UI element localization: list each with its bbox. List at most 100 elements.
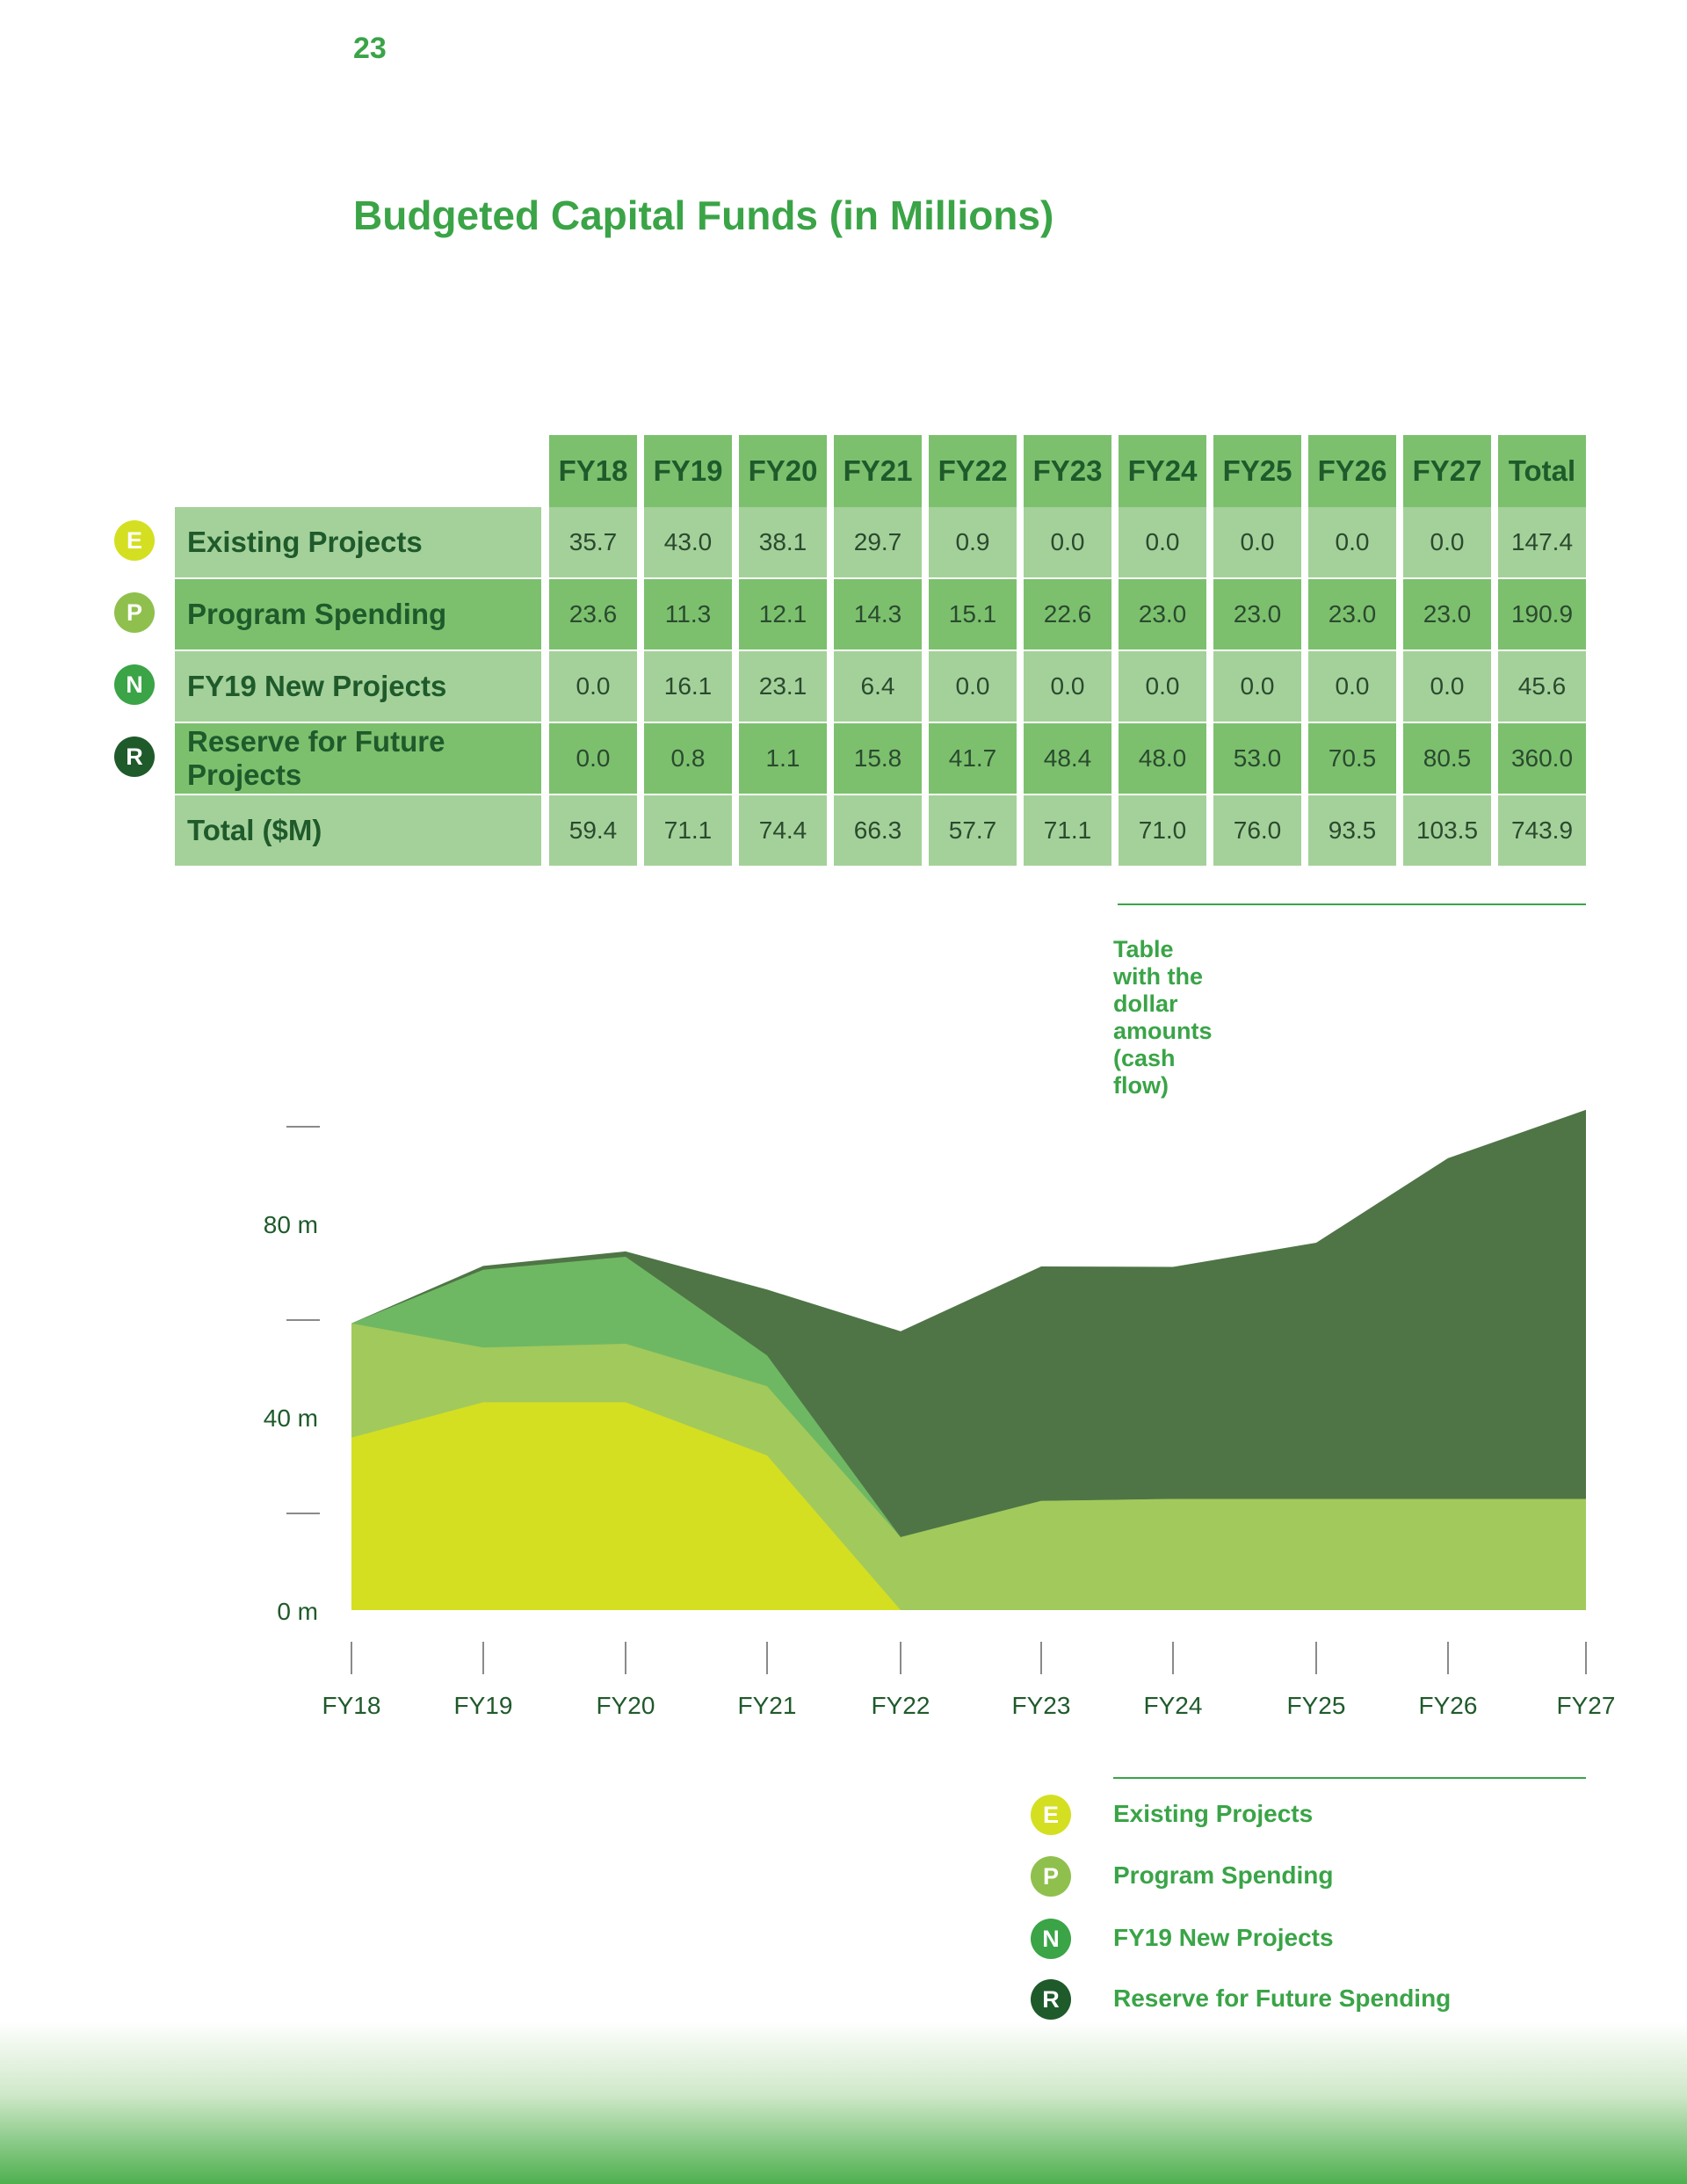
table-cell: 0.0 (1024, 651, 1111, 722)
table-cell: 16.1 (644, 651, 732, 722)
x-axis-tick-label: FY22 (872, 1692, 930, 1719)
table-cell: 35.7 (549, 507, 637, 577)
table-header-fy26: FY26 (1308, 435, 1396, 507)
table-cell: 6.4 (834, 651, 922, 722)
table-cell: 0.0 (549, 651, 637, 722)
table-row-label: Reserve for Future Projects (175, 723, 541, 794)
badge-p-icon: P (114, 592, 155, 633)
table-cell: 0.0 (1308, 651, 1396, 722)
table-cell: 0.0 (1403, 651, 1491, 722)
table-row-label: Program Spending (175, 579, 541, 649)
table-header-fy24: FY24 (1119, 435, 1206, 507)
table-row-label: FY19 New Projects (175, 651, 541, 722)
table-header-fy20: FY20 (739, 435, 827, 507)
table-header-fy21: FY21 (834, 435, 922, 507)
table-cell: 12.1 (739, 579, 827, 649)
table-cell: 71.1 (644, 795, 732, 866)
table-cell: 23.0 (1308, 579, 1396, 649)
table-cell: 11.3 (644, 579, 732, 649)
table-cell: 0.0 (1119, 651, 1206, 722)
table-cell: 147.4 (1498, 507, 1586, 577)
table-header-fy27: FY27 (1403, 435, 1491, 507)
x-axis-tick-label: FY19 (454, 1692, 513, 1719)
table-cell: 41.7 (929, 723, 1017, 794)
table-cell: 0.9 (929, 507, 1017, 577)
x-axis-tick-label: FY26 (1419, 1692, 1478, 1719)
table-cell: 0.0 (929, 651, 1017, 722)
table-cell: 743.9 (1498, 795, 1586, 866)
table-cell: 74.4 (739, 795, 827, 866)
table-cell: 43.0 (644, 507, 732, 577)
table-cell: 360.0 (1498, 723, 1586, 794)
table-cell: 48.4 (1024, 723, 1111, 794)
legend-label: FY19 New Projects (1113, 1924, 1334, 1951)
table-cell: 23.0 (1213, 579, 1301, 649)
table-header-total: Total (1498, 435, 1586, 507)
table-cell: 23.0 (1403, 579, 1491, 649)
table-cell: 23.1 (739, 651, 827, 722)
table-header-fy19: FY19 (644, 435, 732, 507)
table-header-fy23: FY23 (1024, 435, 1111, 507)
table-cell: 45.6 (1498, 651, 1586, 722)
table-row-label: Existing Projects (175, 507, 541, 577)
table-cell: 14.3 (834, 579, 922, 649)
table-cell: 53.0 (1213, 723, 1301, 794)
legend-badge-n-icon: N (1031, 1919, 1071, 1959)
table-cell: 0.0 (1308, 507, 1396, 577)
x-axis-tick-label: FY25 (1287, 1692, 1346, 1719)
x-axis-tick-label: FY24 (1144, 1692, 1203, 1719)
legend-label: Program Spending (1113, 1861, 1334, 1889)
table-cell: 71.1 (1024, 795, 1111, 866)
legend-badge-p-icon: P (1031, 1856, 1071, 1897)
x-axis-tick-label: FY27 (1557, 1692, 1616, 1719)
badge-r-icon: R (114, 736, 155, 777)
table-cell: 0.8 (644, 723, 732, 794)
legend-badge-e-icon: E (1031, 1795, 1071, 1835)
table-cell: 76.0 (1213, 795, 1301, 866)
page-title: Budgeted Capital Funds (in Millions) (353, 192, 1054, 238)
table-cell: 57.7 (929, 795, 1017, 866)
table-cell: 103.5 (1403, 795, 1491, 866)
badge-e-icon: E (114, 520, 155, 561)
table-header-fy22: FY22 (929, 435, 1017, 507)
table-cell: 70.5 (1308, 723, 1396, 794)
table-cell: 66.3 (834, 795, 922, 866)
y-axis-tick-label: 0 m (277, 1598, 318, 1625)
legend-label: Reserve for Future Spending (1113, 1984, 1452, 2012)
table-cell: 190.9 (1498, 579, 1586, 649)
legend-badge-r-icon: R (1031, 1979, 1071, 2020)
table-cell: 93.5 (1308, 795, 1396, 866)
x-axis-tick-label: FY20 (597, 1692, 655, 1719)
footer-gradient (0, 2021, 1687, 2184)
stacked-area-chart: 0 m 40 m 80 m FY18 FY19 FY20 FY21 FY22 FY23 FY24 F… (264, 1109, 1616, 1719)
table-cell: 0.0 (1024, 507, 1111, 577)
x-axis-tick-label: FY18 (322, 1692, 381, 1719)
table-cell: 71.0 (1119, 795, 1206, 866)
x-axis-tick-label: FY21 (738, 1692, 797, 1719)
table-cell: 80.5 (1403, 723, 1491, 794)
table-cell: 0.0 (1213, 651, 1301, 722)
legend-label: Existing Projects (1113, 1800, 1314, 1827)
table-cell: 0.0 (549, 723, 637, 794)
x-axis-tick-label: FY23 (1012, 1692, 1071, 1719)
caption-rule (1118, 903, 1586, 905)
table-cell: 15.8 (834, 723, 922, 794)
table-cell: 22.6 (1024, 579, 1111, 649)
table-cell: 0.0 (1403, 507, 1491, 577)
table-cell: 38.1 (739, 507, 827, 577)
table-cell: 48.0 (1119, 723, 1206, 794)
area-series-existing-projects (351, 1402, 1586, 1610)
legend-rule (1113, 1777, 1586, 1779)
y-axis-tick-label: 40 m (264, 1404, 318, 1432)
table-header-fy18: FY18 (549, 435, 637, 507)
table-cell: 59.4 (549, 795, 637, 866)
table-cell: 23.0 (1119, 579, 1206, 649)
table-cell: 1.1 (739, 723, 827, 794)
table-cell: 0.0 (1213, 507, 1301, 577)
table-cell: 15.1 (929, 579, 1017, 649)
table-cell: 23.6 (549, 579, 637, 649)
y-axis-tick-label: 80 m (264, 1211, 318, 1238)
page-number: 23 (353, 32, 387, 65)
table-caption: Table with the dollar amounts (cash flow… (1113, 936, 1213, 1099)
table-row-label: Total ($M) (175, 795, 541, 866)
